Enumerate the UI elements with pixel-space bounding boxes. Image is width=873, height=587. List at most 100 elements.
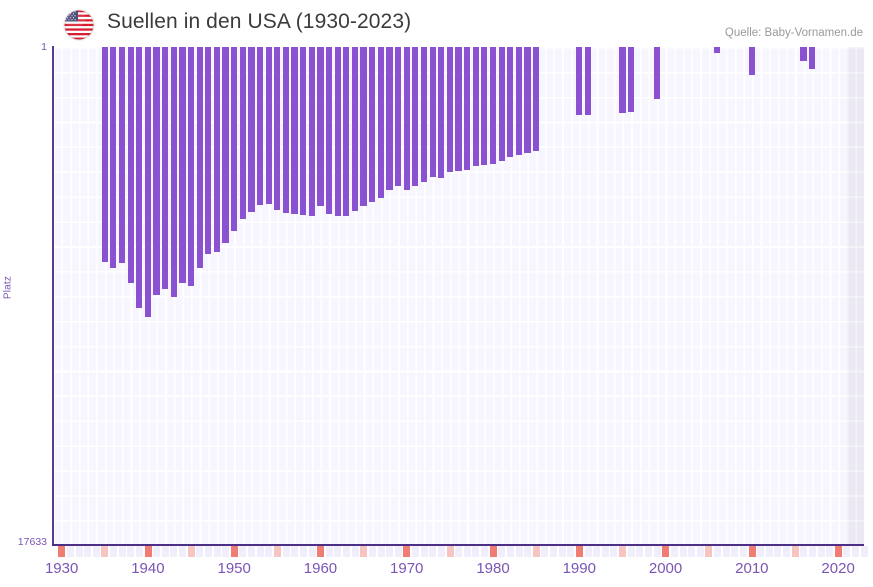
x-tick-minor (161, 546, 169, 557)
x-tick-major (489, 546, 497, 557)
x-tick-minor (455, 546, 463, 557)
x-tick-major (748, 546, 756, 557)
x-tick-minor (412, 546, 420, 557)
x-tick-minor (325, 546, 333, 557)
bar (162, 47, 169, 289)
x-tick-minor (627, 546, 635, 557)
x-tick-minor (299, 546, 307, 557)
x-tick-minor (429, 546, 437, 557)
x-tick-minor (506, 546, 514, 557)
x-tick-minor (110, 546, 118, 557)
x-tick-minor (75, 546, 83, 557)
x-axis-line (52, 544, 864, 546)
x-tick-minor (852, 546, 860, 557)
bar (153, 47, 160, 295)
bar (438, 47, 445, 178)
bar (386, 47, 393, 190)
x-tick-major (144, 546, 152, 557)
bar (369, 47, 376, 202)
bar (118, 47, 126, 263)
x-axis-tick-label: 2020 (821, 560, 855, 577)
x-tick-minor (636, 546, 644, 557)
x-tick-minor (731, 546, 739, 557)
bar (127, 47, 134, 283)
bar (196, 47, 203, 268)
x-tick-minor (196, 546, 204, 557)
bar (412, 47, 419, 186)
bar (420, 47, 428, 182)
x-axis-tick-label: 2010 (735, 560, 769, 577)
x-tick-minor (515, 546, 523, 557)
bar (377, 47, 384, 198)
bar (481, 47, 488, 165)
bar (256, 47, 264, 205)
bar (231, 47, 238, 231)
x-tick-minor (765, 546, 773, 557)
bar (515, 47, 522, 155)
x-tick-minor (481, 546, 489, 557)
bar (748, 47, 755, 75)
x-tick-minor (334, 546, 342, 557)
x-tick-half (705, 546, 713, 557)
x-tick-minor (386, 546, 394, 557)
x-tick-minor (843, 546, 851, 557)
x-tick-minor (204, 546, 212, 557)
x-tick-minor (170, 546, 178, 557)
x-tick-minor (308, 546, 316, 557)
bar (291, 47, 298, 214)
x-tick-minor (377, 546, 385, 557)
x-tick-minor (153, 546, 161, 557)
x-tick-minor (463, 546, 471, 557)
bar (101, 47, 108, 262)
x-tick-minor (679, 546, 687, 557)
bar (239, 47, 246, 219)
bar (179, 47, 186, 283)
bar (627, 47, 635, 112)
x-tick-minor (213, 546, 221, 557)
bar (533, 47, 540, 151)
bar (524, 47, 531, 153)
bar (403, 47, 410, 190)
x-tick-minor (593, 546, 601, 557)
x-tick-major (317, 546, 325, 557)
chart-title: Suellen in den USA (1930-2023) (107, 10, 412, 33)
bar (187, 47, 195, 286)
x-tick-minor (239, 546, 247, 557)
x-tick-minor (688, 546, 696, 557)
x-tick-minor (351, 546, 359, 557)
x-tick-minor (118, 546, 126, 557)
bar (464, 47, 471, 170)
x-tick-half (360, 546, 368, 557)
x-axis-tick-label: 1990 (562, 560, 596, 577)
bar (394, 47, 402, 186)
x-axis-tick-label: 1950 (217, 560, 251, 577)
bar (446, 47, 453, 172)
x-tick-minor (860, 546, 868, 557)
bar (282, 47, 290, 213)
y-axis-tick-bottom: 17633 (17, 536, 47, 548)
x-tick-major (58, 546, 66, 557)
plot-area (53, 47, 864, 545)
bar (653, 47, 661, 99)
x-axis-tick-label: 1930 (44, 560, 79, 577)
x-tick-minor (584, 546, 592, 557)
x-tick-minor (696, 546, 704, 557)
x-tick-minor (558, 546, 566, 557)
bar (308, 47, 315, 216)
y-axis-tick-top: 1 (41, 41, 47, 53)
bar (334, 47, 341, 216)
x-tick-minor (808, 546, 816, 557)
y-axis-title: Platz (2, 275, 14, 300)
bar (170, 47, 177, 297)
x-tick-major (230, 546, 238, 557)
y-axis-line (52, 46, 54, 546)
x-axis-tick-label: 1970 (390, 560, 424, 577)
x-tick-minor (437, 546, 445, 557)
x-tick-minor (644, 546, 652, 557)
x-tick-half (446, 546, 454, 557)
x-axis-tick-label: 2000 (648, 560, 683, 577)
x-axis-labels: 1930 1940 1950 1960 1970 1980 1990 2000 2010 2020 (0, 560, 873, 587)
bar (136, 47, 143, 308)
x-tick-half (187, 546, 195, 557)
x-tick-major (575, 546, 583, 557)
